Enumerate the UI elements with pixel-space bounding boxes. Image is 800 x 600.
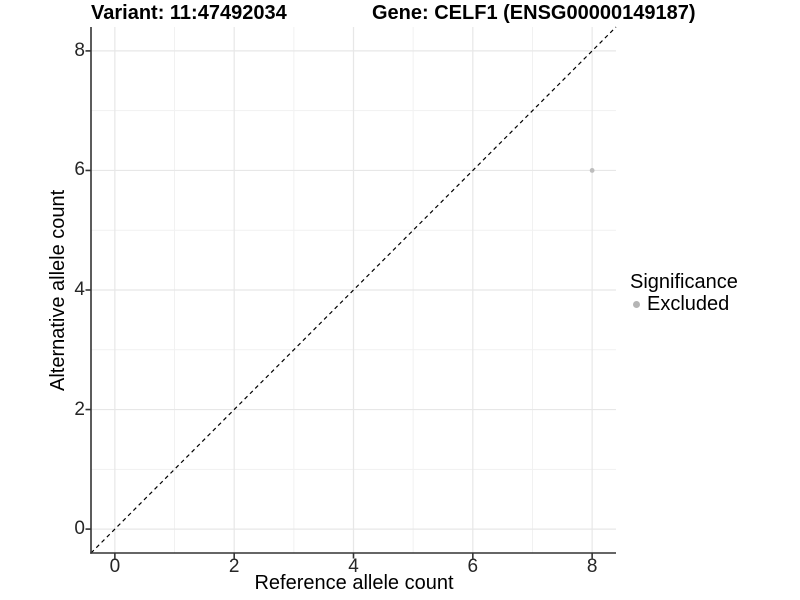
legend-item-excluded: Excluded xyxy=(630,294,738,315)
legend: Significance Excluded xyxy=(630,272,738,315)
x-tick-label: 8 xyxy=(586,556,598,577)
y-tick-label: 6 xyxy=(74,159,85,181)
legend-marker-circle-icon xyxy=(633,301,640,308)
y-tick-label: 2 xyxy=(74,398,85,420)
x-tick-label: 4 xyxy=(348,556,359,577)
y-tick-label: 4 xyxy=(74,279,85,300)
y-tick-label: 8 xyxy=(74,39,85,61)
data-point xyxy=(589,168,595,173)
plot-title-gene: Gene: CELF1 (ENSG00000149187) xyxy=(372,2,696,24)
y-tick-label: 0 xyxy=(74,518,85,540)
x-axis-title: Reference allele count xyxy=(254,572,454,594)
identity-line xyxy=(90,26,617,554)
x-tick-label: 6 xyxy=(467,556,479,577)
x-tick-label: 2 xyxy=(228,556,240,577)
plot-title-variant: Variant: 11:47492034 xyxy=(91,2,287,24)
legend-item-label: Excluded xyxy=(647,293,730,315)
legend-title: Significance xyxy=(630,271,738,293)
x-tick-label: 0 xyxy=(109,556,121,577)
